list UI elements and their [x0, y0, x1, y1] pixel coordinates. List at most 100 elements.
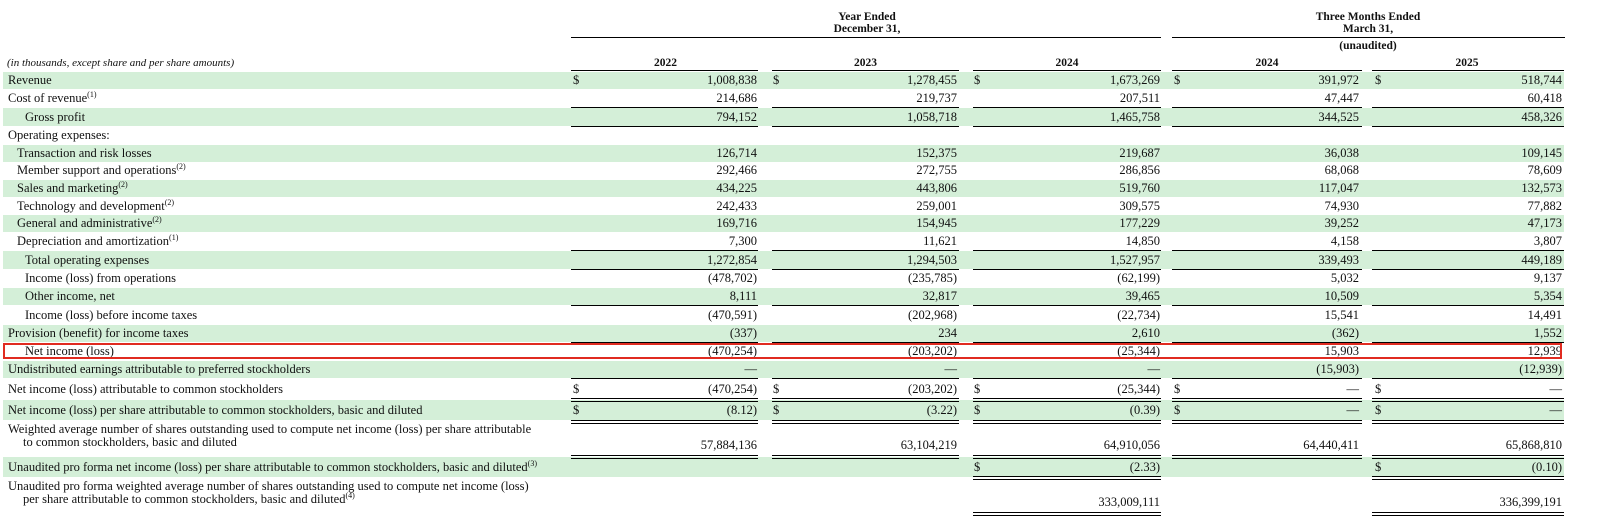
cell-value: 207,511: [1119, 91, 1160, 105]
dollar-sign: $: [573, 382, 580, 396]
subtotal-rule: [772, 126, 959, 127]
subtotal-rule: [1372, 269, 1564, 270]
cell-value: 126,714: [716, 146, 757, 160]
total-double-rule: [1372, 455, 1564, 459]
cell-value: 339,493: [1318, 252, 1359, 267]
table-row-unaudited-pro-forma-net-income-per-share-attributable-to-common-stockholders-basic-and-diluted: Unaudited pro forma net income (loss) pe…: [3, 457, 1564, 477]
header-year-ended-line1: Year Ended: [838, 11, 896, 23]
dollar-sign: $: [773, 73, 780, 87]
cell-value: 219,737: [916, 91, 957, 105]
column-rule-2024: [973, 70, 1161, 71]
total-double-rule: [1172, 420, 1362, 424]
cell-value: (12,939): [1519, 362, 1562, 376]
table-row-cost-of-revenue: Cost of revenue(1) 214,686 219,737 207,511 4…: [3, 90, 1564, 107]
cell-value: (8.12): [726, 402, 757, 417]
subtotal-rule: [1172, 126, 1362, 127]
row-label: Gross profit: [25, 109, 86, 124]
header-rule-quarter: [1172, 37, 1565, 38]
dollar-sign: $: [974, 459, 981, 474]
total-double-rule: [772, 398, 959, 402]
row-label: Undistributed earnings attributable to p…: [8, 362, 311, 376]
cell-value: 234: [938, 326, 957, 340]
table-row-member-support-and-operations: Member support and operations(2) 292,466 2…: [3, 162, 1564, 179]
cell-value: (3.22): [926, 402, 957, 417]
table-row-operating-expenses: Operating expenses:: [3, 127, 1564, 144]
cell-value: (337): [729, 326, 757, 340]
subtotal-rule: [1372, 126, 1564, 127]
cell-value: (203,202): [908, 344, 957, 358]
subtotal-rule: [1172, 250, 1362, 251]
row-label: Cost of revenue(1): [8, 89, 97, 105]
cell-value: 60,418: [1527, 91, 1562, 105]
cell-value: 47,447: [1324, 91, 1359, 105]
subtotal-rule: [772, 378, 959, 379]
table-row-income-from-operations: Income (loss) from operations (478,702) (2…: [3, 270, 1564, 287]
total-double-rule: [772, 420, 959, 424]
subtotal-rule: [1172, 107, 1362, 108]
cell-value: 74,930: [1324, 199, 1359, 213]
cell-value: (470,254): [708, 344, 757, 358]
subtotal-rule: [571, 305, 758, 306]
dollar-sign: $: [573, 402, 580, 417]
row-label: Sales and marketing(2): [17, 179, 128, 195]
cell-value: 39,465: [1125, 289, 1160, 303]
cell-value: 5,032: [1330, 271, 1359, 285]
subtotal-rule: [571, 378, 758, 379]
cell-value: 333,009,111: [1098, 495, 1160, 509]
row-label: Technology and development(2): [17, 197, 175, 213]
subtotal-rule: [571, 269, 758, 270]
cell-value: (0.10): [1531, 459, 1562, 474]
cell-value: (203,202): [908, 382, 957, 396]
cell-value: 344,525: [1318, 109, 1359, 124]
total-double-rule: [1372, 476, 1564, 480]
dollar-sign: $: [974, 73, 981, 87]
row-label: Transaction and risk losses: [17, 146, 152, 160]
cell-value: 272,755: [916, 163, 957, 177]
cell-value: 68,068: [1324, 163, 1359, 177]
cell-value: 15,903: [1324, 344, 1359, 358]
cell-value: 132,573: [1521, 181, 1562, 195]
cell-value: 259,001: [916, 199, 957, 213]
table-row-undistributed-earnings-attributable-to-preferred-stockholders: Undistributed earnings attributable to p…: [3, 361, 1564, 378]
total-double-rule: [973, 420, 1161, 424]
cell-value: 169,716: [716, 216, 757, 230]
dollar-sign: $: [1174, 73, 1181, 87]
header-year-ended-line2: December 31,: [833, 23, 901, 35]
footnote-marker: (2): [118, 179, 128, 189]
row-label: General and administrative(2): [17, 214, 162, 230]
cell-value: 5,354: [1533, 289, 1562, 303]
cell-value: 9,137: [1533, 271, 1562, 285]
table-row-provision-for-income-taxes: Provision (benefit) for income taxes (337…: [3, 325, 1564, 342]
cell-value: 242,433: [716, 199, 757, 213]
row-label: Other income, net: [25, 289, 115, 303]
cell-value: (62,199): [1117, 271, 1160, 285]
row-label: Net income (loss): [25, 344, 114, 358]
row-label: Net income (loss) per share attributable…: [8, 402, 423, 417]
subtotal-rule: [973, 305, 1161, 306]
subtotal-rule: [973, 269, 1161, 270]
cell-value: 177,229: [1119, 216, 1160, 230]
row-label-line: Unaudited pro forma weighted average num…: [8, 479, 529, 493]
cell-value: 3,807: [1533, 234, 1562, 248]
table-row-net-income-per-share-attributable-to-common-stockholders-basic-and-diluted: Net income (loss) per share attributable…: [3, 400, 1564, 420]
cell-value: 152,375: [916, 146, 957, 160]
row-label-line: to common stockholders, basic and dilute…: [23, 435, 237, 449]
subtotal-rule: [1372, 107, 1564, 108]
cell-value: (470,254): [708, 382, 757, 396]
dollar-sign: $: [974, 382, 981, 396]
cell-value: 1,465,758: [1110, 109, 1160, 124]
dollar-sign: $: [573, 73, 580, 87]
total-double-rule: [973, 476, 1161, 480]
dollar-sign: $: [1174, 402, 1181, 417]
column-rule-q2024: [1172, 70, 1362, 71]
row-label: Unaudited pro forma net income (loss) pe…: [8, 458, 537, 474]
cell-value: 14,491: [1527, 307, 1562, 322]
subtotal-rule: [1372, 378, 1564, 379]
subtotal-rule: [1172, 269, 1362, 270]
cell-value: 78,609: [1527, 163, 1562, 177]
row-label-line: per share attributable to common stockho…: [23, 490, 355, 506]
column-header-2024: 2024: [1055, 57, 1079, 69]
cell-value: 11,621: [923, 234, 957, 248]
cell-value: —: [944, 362, 958, 376]
cell-value: 39,252: [1324, 216, 1359, 230]
